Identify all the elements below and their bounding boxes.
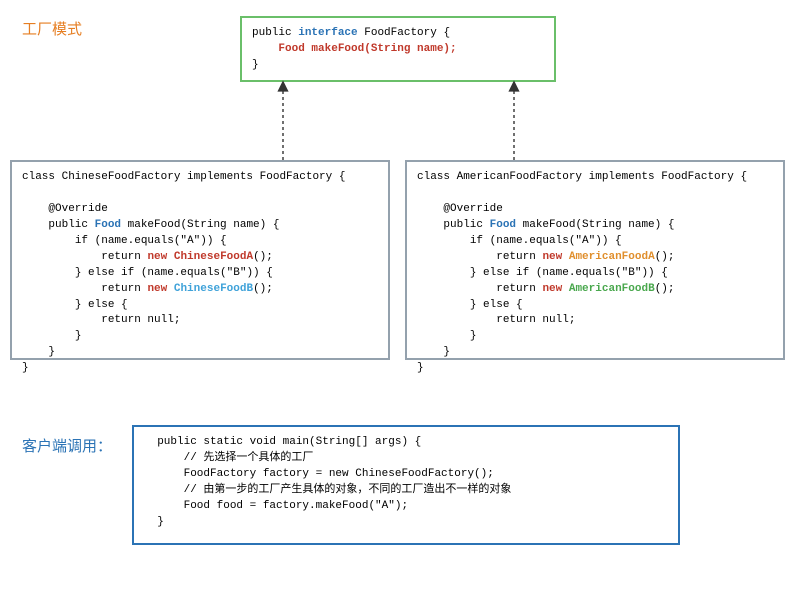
comment: // 由第一步的工厂产生具体的对象，不同的工厂造出不一样的对象 xyxy=(184,484,512,496)
txt: return xyxy=(101,251,147,263)
override: @Override xyxy=(48,203,107,215)
brace: } xyxy=(48,346,55,358)
title-factory-pattern: 工厂模式 xyxy=(22,18,82,39)
elseif-b: } else if (name.equals("B")) { xyxy=(75,267,273,279)
kw-new: new xyxy=(147,283,167,295)
close-brace: } xyxy=(252,59,259,71)
class-decl: class AmericanFoodFactory implements Foo… xyxy=(417,171,747,183)
brace: } xyxy=(157,516,164,528)
chinese-code: class ChineseFoodFactory implements Food… xyxy=(22,170,378,377)
class-chinesefooda: ChineseFoodA xyxy=(174,251,253,263)
if-a: if (name.equals("A")) { xyxy=(75,235,227,247)
client-code-box: public static void main(String[] args) {… xyxy=(132,425,680,545)
type-food: Food xyxy=(490,219,516,231)
ret-null: return null; xyxy=(496,314,575,326)
txt: (); xyxy=(655,283,675,295)
brace: } xyxy=(443,346,450,358)
txt: return xyxy=(496,251,542,263)
kw-new: new xyxy=(147,251,167,263)
class-americanfoodb: AmericanFoodB xyxy=(569,283,655,295)
chinese-factory-box: class ChineseFoodFactory implements Food… xyxy=(10,160,390,360)
brace: } xyxy=(75,330,82,342)
txt: public xyxy=(48,219,94,231)
txt: makeFood(String name) { xyxy=(121,219,279,231)
type-food: Food xyxy=(95,219,121,231)
text: FoodFactory { xyxy=(358,27,450,39)
text: public xyxy=(252,27,298,39)
class-americanfooda: AmericanFoodA xyxy=(569,251,655,263)
ret-null: return null; xyxy=(101,314,180,326)
comment: // 先选择一个具体的工厂 xyxy=(184,452,314,464)
keyword-interface: interface xyxy=(298,27,357,39)
txt: return xyxy=(101,283,147,295)
american-code: class AmericanFoodFactory implements Foo… xyxy=(417,170,773,377)
class-decl: class ChineseFoodFactory implements Food… xyxy=(22,171,345,183)
interface-box: public interface FoodFactory { Food make… xyxy=(240,16,556,82)
main-decl: public static void main(String[] args) { xyxy=(157,436,421,448)
american-factory-box: class AmericanFoodFactory implements Foo… xyxy=(405,160,785,360)
kw-new: new xyxy=(542,283,562,295)
txt: return xyxy=(496,283,542,295)
override: @Override xyxy=(443,203,502,215)
stmt: FoodFactory factory = new ChineseFoodFac… xyxy=(184,468,494,480)
txt: (); xyxy=(253,251,273,263)
brace: } xyxy=(470,330,477,342)
txt: makeFood(String name) { xyxy=(516,219,674,231)
interface-method: Food makeFood(String name); xyxy=(278,43,456,55)
txt: (); xyxy=(253,283,273,295)
kw-new: new xyxy=(542,251,562,263)
txt: (); xyxy=(655,251,675,263)
if-a: if (name.equals("A")) { xyxy=(470,235,622,247)
class-chinesefoodb: ChineseFoodB xyxy=(174,283,253,295)
stmt: Food food = factory.makeFood("A"); xyxy=(184,500,408,512)
brace: } xyxy=(417,362,424,374)
brace: } xyxy=(22,362,29,374)
client-code: public static void main(String[] args) {… xyxy=(144,435,668,531)
elseif-b: } else if (name.equals("B")) { xyxy=(470,267,668,279)
interface-code: public interface FoodFactory { Food make… xyxy=(252,26,544,74)
else: } else { xyxy=(470,299,523,311)
else: } else { xyxy=(75,299,128,311)
txt: public xyxy=(443,219,489,231)
title-client-call: 客户端调用： xyxy=(22,435,112,456)
